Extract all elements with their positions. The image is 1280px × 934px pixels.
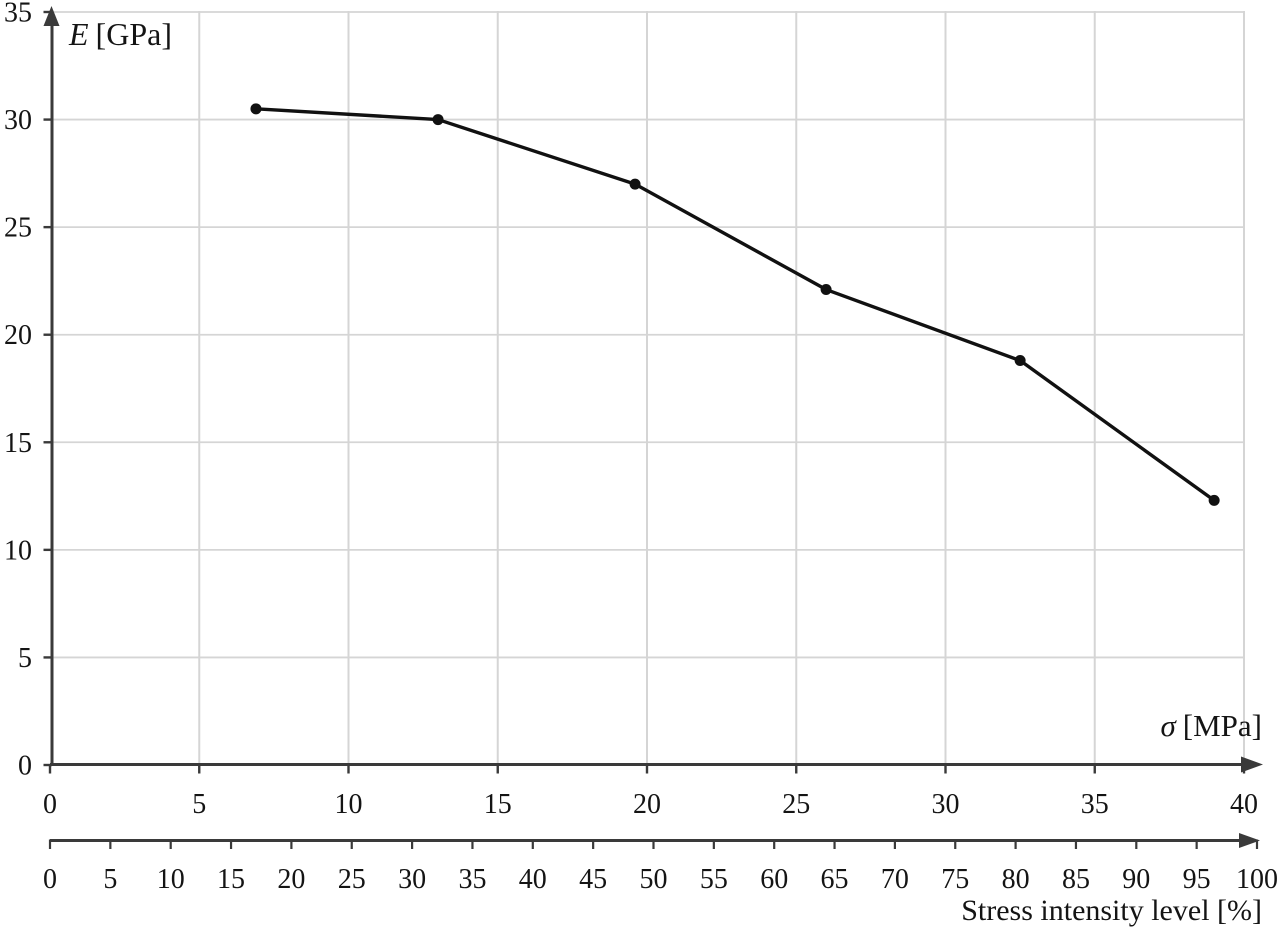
data-point-marker bbox=[432, 114, 444, 126]
x-axis-tick-label: 10 bbox=[335, 789, 363, 820]
x-axis-tick-label: 35 bbox=[1081, 789, 1109, 820]
secondary-axis-tick-label: 25 bbox=[338, 864, 366, 895]
x-axis-tick-label: 20 bbox=[633, 789, 661, 820]
x-axis-arrow bbox=[1241, 756, 1263, 773]
y-axis-unit: [GPa] bbox=[95, 16, 172, 52]
secondary-axis-tick-label: 60 bbox=[760, 864, 788, 895]
secondary-axis-tick-label: 15 bbox=[217, 864, 245, 895]
x-axis-unit: [MPa] bbox=[1182, 708, 1262, 743]
x-axis-symbol: σ bbox=[1160, 708, 1176, 743]
secondary-axis-label: Stress intensity level [%] bbox=[961, 894, 1262, 927]
y-axis-tick-label: 30 bbox=[4, 105, 32, 136]
secondary-axis-tick-label: 40 bbox=[519, 864, 547, 895]
secondary-axis-tick-label: 65 bbox=[821, 864, 849, 895]
secondary-axis-tick-label: 100 bbox=[1236, 864, 1278, 895]
secondary-axis-tick-label: 10 bbox=[157, 864, 185, 895]
secondary-axis-tick-label: 85 bbox=[1062, 864, 1090, 895]
data-point-marker bbox=[1208, 494, 1220, 506]
secondary-axis-tick-label: 35 bbox=[458, 864, 486, 895]
y-axis-tick-label: 0 bbox=[18, 751, 32, 782]
x-axis-tick-label: 25 bbox=[782, 789, 810, 820]
secondary-axis-tick-label: 70 bbox=[881, 864, 909, 895]
x-axis-tick-label: 40 bbox=[1230, 789, 1258, 820]
x-axis-tick-label: 30 bbox=[932, 789, 960, 820]
y-axis-arrow bbox=[43, 6, 60, 26]
y-axis-tick-label: 20 bbox=[4, 320, 32, 351]
y-axis-tick-label: 35 bbox=[4, 0, 32, 29]
secondary-axis-tick-label: 95 bbox=[1183, 864, 1211, 895]
data-point-marker bbox=[250, 103, 262, 115]
y-axis-symbol: E bbox=[69, 16, 89, 52]
x-axis-title: σ [MPa] bbox=[1160, 708, 1262, 744]
data-point-marker bbox=[820, 284, 832, 296]
secondary-axis-tick-label: 55 bbox=[700, 864, 728, 895]
secondary-axis-tick-label: 45 bbox=[579, 864, 607, 895]
x-axis-tick-label: 0 bbox=[43, 789, 57, 820]
y-axis-tick-label: 25 bbox=[4, 213, 32, 244]
secondary-axis-tick-label: 80 bbox=[1002, 864, 1030, 895]
x-axis-tick-label: 5 bbox=[192, 789, 206, 820]
x-axis-tick-label: 15 bbox=[484, 789, 512, 820]
secondary-axis-title: Stress intensity level [%] bbox=[961, 894, 1262, 928]
secondary-axis-tick-label: 5 bbox=[103, 864, 117, 895]
secondary-axis-arrow bbox=[1239, 833, 1260, 848]
y-axis-tick-label: 5 bbox=[18, 643, 32, 674]
data-point-marker bbox=[1014, 355, 1026, 367]
y-axis-tick-label: 10 bbox=[4, 535, 32, 566]
y-axis-tick-label: 15 bbox=[4, 428, 32, 459]
series-line bbox=[254, 107, 1216, 503]
data-point-marker bbox=[629, 178, 641, 190]
secondary-axis-tick-label: 20 bbox=[277, 864, 305, 895]
secondary-axis-tick-label: 50 bbox=[640, 864, 668, 895]
y-axis-title: E [GPa] bbox=[69, 16, 172, 53]
secondary-axis-tick-label: 30 bbox=[398, 864, 426, 895]
secondary-axis-tick-label: 90 bbox=[1122, 864, 1150, 895]
secondary-axis-tick-label: 75 bbox=[941, 864, 969, 895]
secondary-axis-tick-label: 0 bbox=[43, 864, 57, 895]
